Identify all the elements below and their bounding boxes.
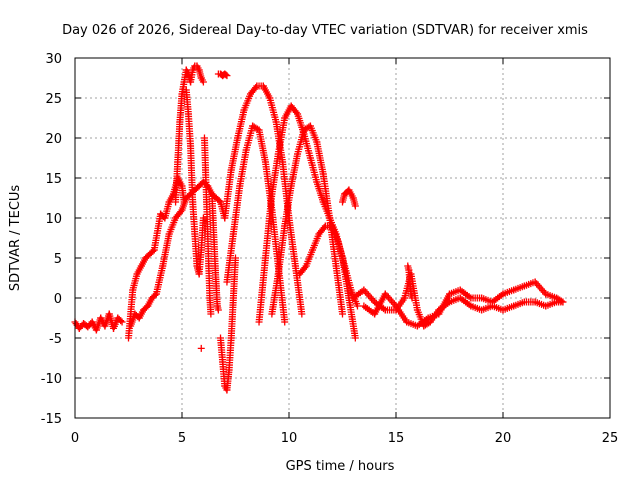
data-point bbox=[223, 230, 237, 286]
data-point bbox=[345, 186, 355, 198]
plot-frame bbox=[74, 57, 611, 419]
tick-labels: 0 5 10 15 20 25 -15 -10 -5 0 5 10 15 20 25 30 bbox=[41, 52, 619, 446]
data-point bbox=[349, 194, 359, 210]
x-tick-label: 25 bbox=[602, 431, 619, 446]
data-point bbox=[197, 74, 207, 86]
data-point bbox=[125, 286, 137, 342]
series-13 bbox=[223, 122, 289, 326]
series-10 bbox=[221, 82, 306, 318]
data-point bbox=[229, 182, 244, 238]
data-point bbox=[197, 214, 207, 254]
data-point bbox=[291, 262, 306, 318]
series-5 bbox=[200, 134, 215, 318]
series-4 bbox=[182, 86, 207, 278]
y-tick-label: 20 bbox=[45, 132, 62, 147]
y-tick-label: -5 bbox=[49, 332, 62, 347]
x-tick-label: 20 bbox=[495, 431, 512, 446]
x-tick-label: 5 bbox=[178, 431, 186, 446]
x-tick-label: 15 bbox=[388, 431, 405, 446]
series-8 bbox=[197, 344, 205, 352]
x-axis-label: GPS time / hours bbox=[286, 459, 395, 474]
y-tick-label: -10 bbox=[41, 372, 62, 387]
data-point bbox=[553, 294, 567, 306]
data-point bbox=[268, 206, 282, 270]
data-point bbox=[221, 70, 231, 80]
series-3 bbox=[172, 62, 207, 206]
data-point bbox=[187, 142, 197, 206]
data-point bbox=[407, 290, 416, 302]
grid bbox=[75, 58, 610, 418]
series-18 bbox=[404, 262, 416, 302]
series-7 bbox=[214, 70, 231, 80]
y-tick-label: 5 bbox=[54, 252, 62, 267]
data-point bbox=[435, 290, 453, 318]
y-axis-label: SDTVAR / TECUs bbox=[8, 185, 23, 292]
data-point bbox=[319, 170, 334, 222]
series-6 bbox=[208, 190, 222, 314]
data-point bbox=[197, 344, 205, 352]
y-tick-label: 30 bbox=[45, 52, 62, 67]
y-tick-label: -15 bbox=[41, 412, 62, 427]
data-point bbox=[261, 158, 276, 214]
chart-title: Day 026 of 2026, Sidereal Day-to-day VTE… bbox=[62, 23, 588, 38]
y-tick-label: 10 bbox=[45, 212, 62, 227]
data-point bbox=[345, 294, 359, 342]
data-point bbox=[206, 294, 215, 318]
data-point bbox=[255, 254, 269, 326]
y-tick-label: 25 bbox=[45, 92, 62, 107]
data-point bbox=[341, 188, 351, 198]
data-point bbox=[332, 262, 346, 318]
data-point bbox=[313, 178, 327, 206]
series-9 bbox=[217, 254, 239, 394]
data-point bbox=[221, 166, 235, 222]
data-point bbox=[229, 254, 239, 302]
data-point bbox=[285, 214, 299, 270]
data-point bbox=[193, 62, 203, 74]
data-marks bbox=[71, 62, 567, 394]
y-tick-label: 15 bbox=[45, 172, 62, 187]
series-17 bbox=[360, 278, 567, 330]
y-tick-label: 0 bbox=[54, 292, 62, 307]
data-point bbox=[274, 262, 289, 326]
data-point bbox=[114, 314, 126, 326]
data-point bbox=[213, 302, 222, 314]
x-tick-label: 10 bbox=[281, 431, 298, 446]
data-point bbox=[182, 66, 192, 78]
data-point bbox=[347, 190, 357, 202]
data-point bbox=[189, 62, 199, 74]
series-15 bbox=[339, 186, 359, 210]
x-tick-label: 0 bbox=[71, 431, 79, 446]
